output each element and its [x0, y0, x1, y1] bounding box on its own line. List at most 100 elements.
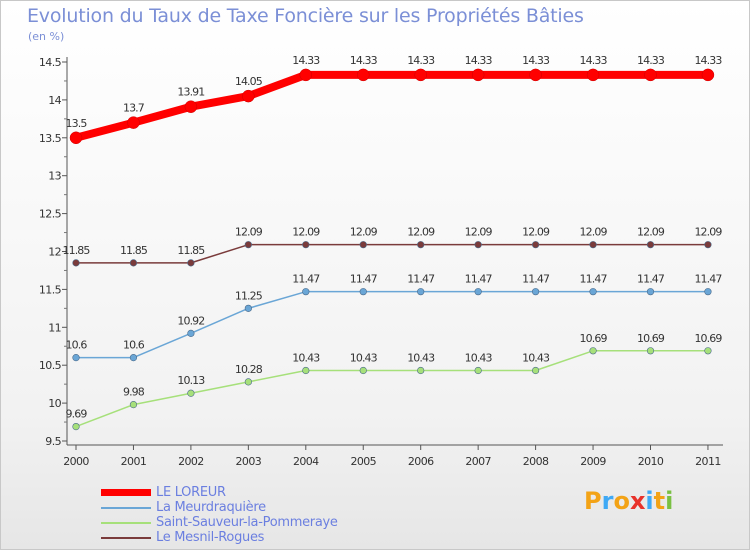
data-label: 13.5 — [66, 117, 88, 130]
data-point — [69, 131, 83, 145]
y-tick-label: 9.5 — [45, 435, 61, 448]
data-point — [701, 68, 715, 82]
data-point — [417, 366, 425, 375]
y-tick-label: 11.5 — [39, 283, 62, 296]
data-point — [187, 389, 195, 397]
data-point — [646, 288, 655, 296]
data-label: 10.92 — [177, 314, 204, 327]
logo-letter: i — [645, 487, 654, 515]
data-label: 10.69 — [694, 332, 722, 345]
chart-title: Evolution du Taux de Taxe Foncière sur l… — [27, 5, 584, 27]
data-label: 13.7 — [123, 102, 145, 115]
logo-letter: t — [653, 487, 666, 515]
data-label: 10.43 — [350, 352, 378, 365]
y-tick-label: 14 — [48, 94, 61, 107]
data-point — [589, 347, 597, 355]
data-point — [129, 354, 138, 362]
legend-item: LE LOREUR — [101, 485, 338, 500]
data-label: 11.25 — [235, 289, 263, 302]
data-point — [646, 347, 655, 355]
data-label: 11.85 — [120, 244, 148, 257]
x-tick-label: 2001 — [121, 455, 147, 468]
data-point — [417, 241, 425, 249]
data-label: 14.33 — [407, 54, 435, 67]
data-point — [417, 288, 425, 296]
legend-item: Le Mesnil-Rogues — [101, 530, 338, 545]
data-point — [474, 288, 482, 296]
series-line-2 — [75, 350, 709, 428]
data-point — [589, 241, 597, 249]
legend-label: LE LOREUR — [156, 485, 226, 500]
data-point — [357, 68, 370, 82]
data-point — [474, 366, 482, 375]
y-tick-label: 11 — [48, 321, 61, 334]
y-tick-label: 12.5 — [39, 208, 62, 221]
data-point — [72, 422, 80, 431]
data-point — [359, 366, 367, 375]
x-tick-label: 2007 — [465, 455, 491, 468]
data-point — [704, 347, 712, 355]
data-label: 12.09 — [522, 226, 550, 239]
data-point — [244, 241, 252, 249]
data-point — [299, 68, 313, 82]
proxiti-logo: Proxiti — [584, 487, 673, 515]
data-label: 11.47 — [407, 273, 435, 286]
data-point — [129, 401, 138, 409]
data-label: 12.09 — [580, 226, 608, 239]
data-label: 11.47 — [465, 273, 493, 286]
data-point — [244, 378, 252, 386]
data-point — [302, 366, 310, 375]
series-line-3 — [75, 243, 709, 264]
data-point — [242, 89, 255, 103]
y-tick-label: 10 — [48, 397, 61, 410]
data-label: 14.05 — [235, 75, 263, 88]
data-label: 10.69 — [580, 332, 608, 345]
x-tick-label: 2000 — [63, 455, 89, 468]
data-label: 10.43 — [465, 352, 493, 365]
logo-letter: P — [584, 487, 602, 515]
legend-swatch — [101, 521, 151, 524]
data-label: 11.47 — [580, 273, 608, 286]
legend-swatch — [101, 536, 151, 539]
data-label: 11.47 — [292, 273, 320, 286]
data-point — [187, 329, 195, 337]
data-point — [244, 304, 252, 312]
legend-item: La Meurdraquière — [101, 500, 338, 515]
legend-label: Le Mesnil-Rogues — [156, 530, 265, 545]
y-unit-label: (en %) — [28, 30, 65, 43]
logo-letter: x — [629, 487, 646, 515]
data-point — [644, 68, 657, 82]
logo-letter: r — [601, 487, 614, 515]
legend-swatch — [101, 489, 151, 496]
legend-item: Saint-Sauveur-la-Pommeraye — [101, 515, 338, 530]
series-line-0 — [72, 70, 712, 142]
data-label: 12.09 — [235, 226, 263, 239]
data-label: 10.43 — [292, 352, 320, 365]
data-point — [72, 354, 80, 362]
x-tick-label: 2005 — [350, 455, 376, 468]
data-point — [127, 116, 140, 129]
legend-label: Saint-Sauveur-la-Pommeraye — [156, 515, 338, 530]
data-label: 11.85 — [63, 244, 91, 257]
data-label: 10.28 — [235, 363, 263, 376]
x-tick-label: 2011 — [695, 455, 721, 468]
data-point — [529, 68, 542, 82]
data-label: 11.47 — [637, 273, 665, 286]
data-label: 10.6 — [123, 339, 145, 352]
x-tick-label: 2003 — [236, 455, 262, 468]
y-tick-label: 10.5 — [39, 359, 62, 372]
data-label: 12.09 — [350, 226, 378, 239]
data-point — [531, 366, 540, 375]
y-tick-label: 12 — [48, 246, 61, 259]
logo-letter: o — [613, 487, 630, 515]
data-label: 13.91 — [177, 86, 204, 99]
data-point — [184, 100, 198, 113]
data-point — [531, 241, 540, 249]
data-point — [302, 241, 310, 249]
x-tick-label: 2009 — [580, 455, 606, 468]
x-tick-label: 2008 — [523, 455, 549, 468]
legend: LE LOREUR La Meurdraquière Saint-Sauveur-l… — [101, 485, 338, 545]
data-point — [531, 288, 540, 296]
data-point — [72, 259, 80, 267]
data-point — [589, 288, 597, 296]
